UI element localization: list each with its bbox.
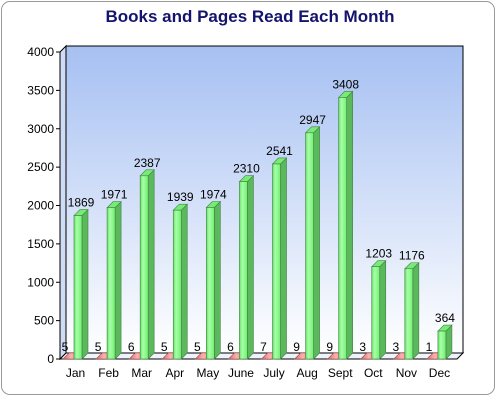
data-label-oct-series-0: 3 [359, 340, 366, 354]
chart-title: Books and Pages Read Each Month [105, 7, 394, 26]
y-tick-label: 1000 [27, 275, 54, 289]
bar-dec-series-1 [437, 324, 453, 360]
x-tick-label-jan: Jan [66, 366, 85, 380]
data-label-june-series-0: 6 [227, 340, 234, 354]
data-label-may-series-1: 1974 [200, 187, 227, 201]
bar-nov-series-1 [404, 262, 420, 360]
bar-june-series-1 [238, 174, 255, 360]
x-tick-label-july: July [263, 366, 284, 380]
x-tick-label-aug: Aug [296, 366, 317, 380]
data-label-sept-series-1: 3408 [332, 77, 359, 91]
data-label-sept-series-0: 9 [326, 340, 333, 354]
data-label-oct-series-1: 1203 [365, 247, 392, 261]
data-label-nov-series-0: 3 [392, 340, 399, 354]
data-label-june-series-1: 2310 [233, 162, 260, 176]
data-label-dec-series-0: 1 [426, 340, 433, 354]
x-axis-ticks: Jan Feb Mar Apr May June July Aug Sept Oct Nov Dec [66, 366, 450, 380]
data-label-july-series-0: 7 [260, 340, 267, 354]
data-label-may-series-0: 5 [194, 340, 201, 354]
data-label-feb-series-1: 1971 [101, 188, 128, 202]
y-tick-label: 500 [34, 314, 54, 328]
data-label-apr-series-1: 1939 [167, 190, 194, 204]
x-tick-label-may: May [197, 366, 220, 380]
x-tick-label-june: June [228, 366, 254, 380]
x-tick-label-mar: Mar [131, 366, 152, 380]
data-label-jan-series-1: 1869 [68, 196, 95, 210]
x-tick-label-nov: Nov [396, 366, 417, 380]
y-tick-label: 2000 [27, 199, 54, 213]
x-tick-label-sept: Sept [328, 366, 353, 380]
data-label-jan-series-0: 5 [62, 340, 69, 354]
bar-aug-series-1 [304, 126, 321, 360]
bar-may-series-1 [205, 200, 222, 360]
y-axis-ticks: 0 500 1000 1500 2000 2500 3000 3500 4000 [27, 45, 60, 366]
data-label-aug-series-1: 2947 [299, 113, 326, 127]
data-label-dec-series-1: 364 [435, 311, 455, 325]
plot-background [58, 44, 465, 361]
y-tick-label: 1500 [27, 237, 54, 251]
bars: 5 1869 5 1971 6 2387 5 1939 5 1974 6 2310 7 2541 9 2947… [62, 77, 455, 360]
data-label-july-series-1: 2541 [266, 144, 293, 158]
y-tick-label: 3500 [27, 83, 54, 97]
plot-left-wall [59, 44, 67, 361]
y-tick-label: 0 [47, 352, 54, 366]
data-label-mar-series-0: 6 [128, 340, 135, 354]
bar-mar-series-1 [139, 169, 155, 360]
bar-apr-series-1 [172, 203, 188, 360]
bar-jan-series-1 [73, 208, 89, 360]
x-tick-label-oct: Oct [364, 366, 383, 380]
data-label-mar-series-1: 2387 [134, 156, 161, 170]
data-label-feb-series-0: 5 [95, 340, 102, 354]
x-tick-label-apr: Apr [165, 366, 184, 380]
plot-back-wall [65, 45, 464, 354]
bar-sept-series-1 [337, 90, 354, 360]
data-label-aug-series-0: 9 [293, 340, 300, 354]
x-tick-label-feb: Feb [98, 366, 119, 380]
x-tick-label-dec: Dec [429, 366, 450, 380]
bar-july-series-1 [271, 157, 288, 360]
y-tick-label: 4000 [27, 45, 54, 59]
bar-feb-series-1 [106, 201, 122, 360]
data-label-nov-series-1: 1176 [399, 249, 425, 263]
bar-oct-series-1 [371, 259, 387, 360]
y-tick-label: 2500 [27, 160, 54, 174]
data-label-apr-series-0: 5 [161, 340, 168, 354]
y-tick-label: 3000 [27, 122, 54, 136]
